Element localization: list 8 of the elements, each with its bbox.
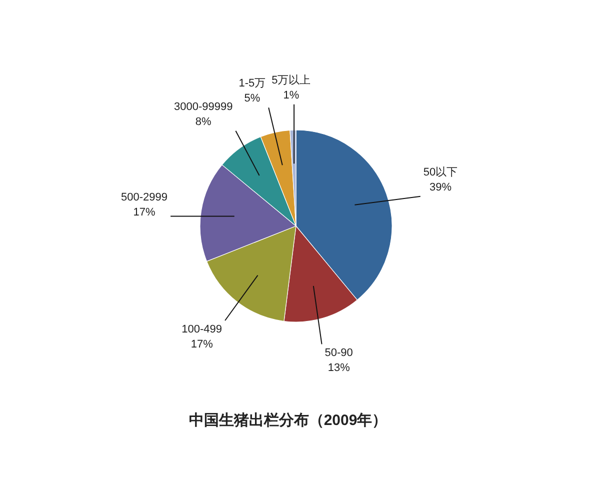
data-label: 50以下 39% (423, 166, 458, 194)
data-label: 100-499 17% (182, 324, 222, 350)
data-label: 1-5万 5% (238, 78, 266, 105)
data-label: 3000-99999 8% (174, 100, 233, 128)
data-label: 500-2999 17% (121, 192, 168, 219)
data-label: 50-90 13% (324, 347, 353, 374)
data-label: 5万以上 1% (272, 74, 311, 102)
title: 中国生猪出栏分布（2009年） (188, 412, 388, 429)
